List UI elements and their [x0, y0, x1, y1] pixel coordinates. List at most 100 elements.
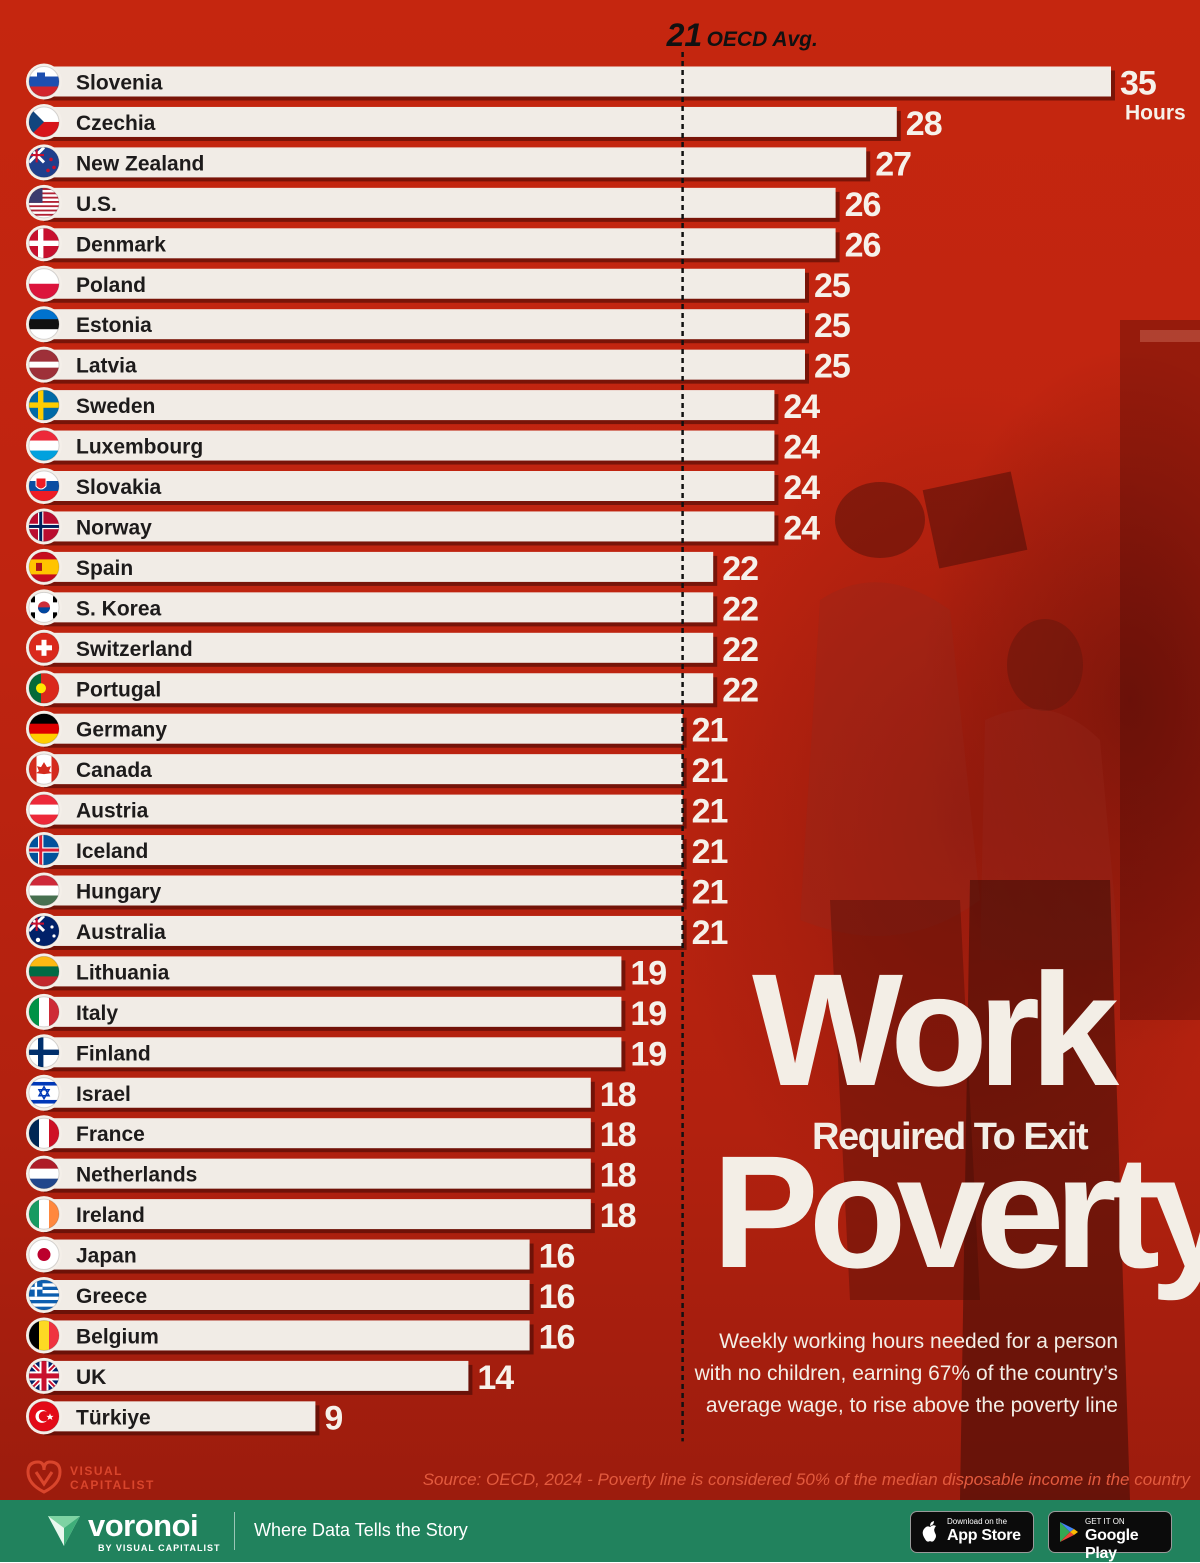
country-label: Spain: [76, 557, 133, 580]
denmark-flag-icon: [26, 225, 62, 262]
bar: [40, 875, 683, 906]
bar: [40, 592, 714, 623]
voronoi-wordmark: voronoi: [88, 1508, 199, 1543]
germany-flag-icon: [26, 710, 62, 747]
bar: [40, 390, 775, 421]
bar-row: New Zealand 27: [26, 144, 912, 183]
bar-row: Slovenia 35: [26, 63, 1157, 103]
value-label: 25: [814, 348, 850, 386]
bar: [40, 754, 683, 785]
bar: [40, 1199, 591, 1230]
country-label: S. Korea: [76, 597, 162, 620]
country-label: Norway: [76, 516, 152, 539]
country-label: Finland: [76, 1042, 151, 1065]
ireland-flag-icon: [26, 1196, 62, 1233]
value-label: 19: [630, 1035, 666, 1073]
value-label: 26: [845, 226, 881, 264]
norway-flag-icon: [26, 508, 62, 545]
us-flag-icon: [26, 184, 62, 221]
bar-row: Lithuania 19: [26, 953, 667, 992]
voronoi-logo-icon: [48, 1516, 80, 1546]
bar-row: Poland 25: [26, 265, 851, 305]
google-play-icon: [1060, 1522, 1078, 1542]
uk-flag-icon: [26, 1357, 62, 1394]
value-label: 22: [722, 671, 758, 709]
value-label: 18: [600, 1157, 636, 1195]
value-label: 26: [845, 186, 881, 224]
italy-flag-icon: [26, 993, 62, 1030]
value-label: 21: [692, 752, 728, 790]
app-store-caption: Download on the: [947, 1517, 1008, 1526]
value-label: 18: [600, 1076, 636, 1114]
bar: [40, 632, 714, 663]
slovakia-flag-icon: [26, 468, 62, 504]
bar: [40, 187, 836, 218]
bar: [40, 430, 775, 461]
bar: [40, 66, 1111, 97]
bar-row: Canada 21: [26, 751, 729, 790]
bar: [40, 349, 805, 380]
value-label: 19: [630, 954, 666, 992]
footer-divider: [234, 1512, 235, 1550]
australia-flag-icon: [26, 912, 62, 949]
title-line-middle: Required To Exit: [812, 1116, 1089, 1158]
google-play-label: Google Play: [1085, 1527, 1139, 1562]
title-line-poverty: Poverty: [712, 1122, 1200, 1301]
bar-row: U.S. 26: [26, 184, 882, 224]
country-label: Switzerland: [76, 638, 193, 661]
bar-row: Israel 18: [26, 1074, 637, 1114]
bar: [40, 551, 714, 582]
value-label: 24: [783, 388, 820, 426]
country-label: Israel: [76, 1083, 131, 1106]
sweden-flag-icon: [26, 387, 62, 424]
bar-row: Switzerland 22: [26, 629, 759, 669]
bar-row: Japan 16: [26, 1236, 576, 1276]
value-label: 16: [539, 1238, 575, 1276]
bar: [40, 106, 897, 137]
value-label: 16: [539, 1278, 575, 1316]
country-label: Japan: [76, 1245, 137, 1268]
value-label: 24: [783, 429, 820, 467]
country-label: Germany: [76, 719, 167, 742]
bar-row: Italy 19: [26, 993, 667, 1033]
country-label: Sweden: [76, 395, 155, 418]
visual-capitalist-mark-icon: [26, 1460, 62, 1494]
value-label: 16: [539, 1318, 575, 1356]
google-play-button[interactable]: GET IT ON Google Play: [1048, 1511, 1172, 1562]
bar: [40, 835, 683, 866]
value-label: 18: [600, 1197, 636, 1235]
bar: [40, 915, 683, 946]
canada-flag-icon: [26, 751, 62, 788]
visual-capitalist-wordmark-line2: CAPITALIST: [70, 1478, 155, 1492]
subtitle: Weekly working hours needed for a person…: [694, 1330, 1118, 1417]
title-line-work: Work: [752, 940, 1119, 1119]
visual-capitalist-wordmark-line1: VISUAL: [70, 1464, 124, 1478]
value-label: 21: [692, 833, 728, 871]
bar: [40, 1158, 591, 1189]
bar-row: Czechia 28: [26, 103, 943, 143]
value-label: 21: [692, 874, 728, 912]
country-label: Türkiye: [76, 1406, 151, 1429]
bar-row: Slovakia 24: [26, 468, 821, 507]
czechia-flag-icon: [26, 103, 62, 140]
bar-row: Denmark 26: [26, 225, 882, 264]
bar: [40, 996, 622, 1027]
country-label: Latvia: [76, 355, 137, 378]
apple-icon: [922, 1521, 936, 1542]
app-store-button[interactable]: Download on the App Store: [910, 1511, 1034, 1553]
country-label: Greece: [76, 1285, 147, 1308]
bar-row: Luxembourg 24: [26, 427, 821, 467]
slovenia-flag-icon: [26, 63, 62, 100]
value-label: 27: [875, 145, 911, 183]
value-label: 19: [630, 995, 666, 1033]
austria-flag-icon: [26, 791, 62, 828]
bar: [40, 511, 775, 542]
value-label: 21: [692, 914, 728, 952]
bar-row: France 18: [26, 1115, 637, 1154]
country-label: UK: [76, 1366, 106, 1389]
value-label: 25: [814, 307, 850, 345]
luxembourg-flag-icon: [26, 427, 62, 464]
voronoi-byline: BY VISUAL CAPITALIST: [98, 1543, 221, 1553]
bar-row: Finland 19: [26, 1034, 667, 1073]
